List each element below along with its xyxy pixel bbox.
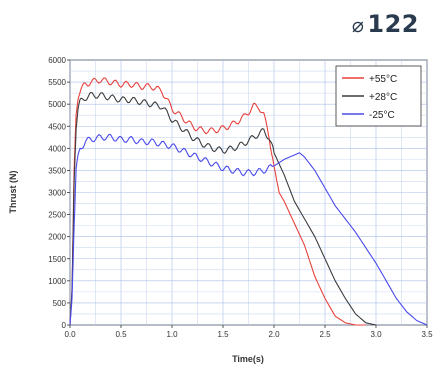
y-tick-label: 5500 <box>48 78 66 87</box>
legend-entry: +55°C <box>369 74 397 85</box>
y-tick-label: 500 <box>53 299 67 308</box>
series-line-1 <box>69 91 377 326</box>
y-tick-label: 6000 <box>48 56 66 65</box>
diameter-symbol: ⌀ <box>351 13 365 37</box>
grid <box>69 59 428 326</box>
y-tick-label: 1000 <box>48 277 66 286</box>
y-tick-label: 4500 <box>48 122 66 131</box>
y-tick-label: 2000 <box>48 233 66 242</box>
y-tick-label: 0 <box>62 321 67 330</box>
legend: +55°C +28°C -25°C <box>335 65 422 127</box>
x-tick-label: 3.0 <box>370 330 382 339</box>
y-tick-label: 4000 <box>48 144 66 153</box>
legend-entry: +28°C <box>369 92 397 103</box>
series-line-2 <box>69 133 428 326</box>
model-badge: ⌀ 122 <box>352 10 419 38</box>
legend-entry: -25°C <box>369 110 395 121</box>
badge-value: 122 <box>367 10 419 38</box>
x-tick-labels: 0.0 0.5 1.0 1.5 2.0 2.5 3.0 3.5 <box>64 325 433 339</box>
y-tick-label: 3000 <box>48 189 66 198</box>
x-axis-label: Time(s) <box>232 354 264 364</box>
series-line-0 <box>69 77 366 326</box>
y-tick-label: 1500 <box>48 255 66 264</box>
x-tick-label: 1.0 <box>166 330 178 339</box>
y-tick-labels: 0 500 1000 1500 2000 2500 3000 3500 4000 4500 5000… <box>48 56 70 330</box>
y-axis-label: Thrust (N) <box>8 171 18 214</box>
x-tick-label: 0.5 <box>115 330 127 339</box>
y-tick-label: 3500 <box>48 166 66 175</box>
x-tick-label: 3.5 <box>421 330 433 339</box>
x-tick-label: 1.5 <box>217 330 229 339</box>
y-tick-label: 5000 <box>48 100 66 109</box>
x-tick-label: 2.0 <box>268 330 280 339</box>
series-lines <box>69 77 428 326</box>
x-tick-label: 2.5 <box>319 330 331 339</box>
y-tick-label: 2500 <box>48 211 66 220</box>
x-tick-label: 0.0 <box>64 330 76 339</box>
